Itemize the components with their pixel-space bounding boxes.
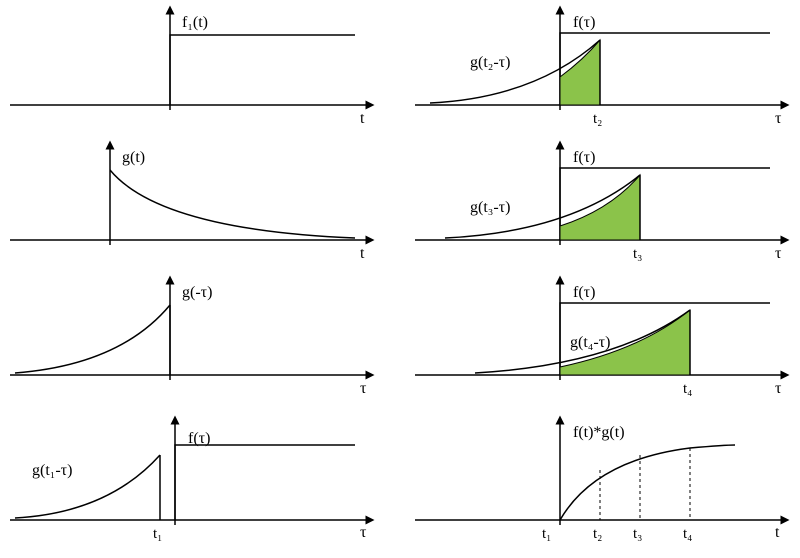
tick-R2: t₃ bbox=[633, 246, 642, 262]
tick-R3: t₄ bbox=[683, 381, 692, 397]
xlabel-R2: τ bbox=[775, 245, 782, 262]
panel-R1: f(τ) g(t₂-τ) t₂ τ bbox=[415, 10, 785, 127]
xlabel-R3: τ bbox=[775, 380, 782, 397]
curvelabel-R3: g(t₄-τ) bbox=[570, 334, 610, 351]
panel-R2: f(τ) g(t₃-τ) t₃ τ bbox=[415, 145, 785, 262]
curvelabel-L4: g(t₁-τ) bbox=[32, 462, 72, 479]
xlabel-L2: t bbox=[360, 245, 365, 262]
xlabel-L4: τ bbox=[360, 524, 367, 541]
tick-L4: t₁ bbox=[153, 526, 162, 542]
panel-L3: g(-τ) τ bbox=[10, 280, 370, 397]
tick-R4-1: t₂ bbox=[593, 526, 602, 542]
tick-R4-3: t₄ bbox=[683, 526, 692, 542]
xlabel-L3: τ bbox=[360, 380, 367, 397]
ylabel-L2: g(t) bbox=[122, 149, 145, 166]
xlabel-R1: τ bbox=[775, 110, 782, 127]
ylabel-R1: f(τ) bbox=[573, 14, 595, 31]
ylabel-R2: f(τ) bbox=[573, 149, 595, 166]
tick-R4-2: t₃ bbox=[633, 526, 642, 542]
tick-R4-0: t₁ bbox=[542, 526, 551, 542]
panel-L4: f(τ) g(t₁-τ) t₁ τ bbox=[10, 420, 370, 542]
ylabel-L3: g(-τ) bbox=[182, 284, 212, 301]
panel-R4: f(t)*g(t) t₁ t₂ t₃ t₄ t bbox=[415, 420, 785, 542]
panel-L2: g(t) t bbox=[10, 145, 370, 262]
ylabel-R3: f(τ) bbox=[573, 284, 595, 301]
xlabel-R4: t bbox=[775, 524, 780, 541]
ylabel-L4: f(τ) bbox=[188, 430, 210, 447]
ylabel-L1: f₁(t) bbox=[182, 14, 208, 31]
curvelabel-R1: g(t₂-τ) bbox=[470, 54, 510, 71]
tick-R1: t₂ bbox=[593, 111, 602, 127]
ylabel-R4: f(t)*g(t) bbox=[573, 424, 625, 441]
panel-L1: f₁(t) t bbox=[10, 10, 370, 127]
xlabel-L1: t bbox=[360, 110, 365, 127]
curvelabel-R2: g(t₃-τ) bbox=[470, 199, 510, 216]
panel-R3: f(τ) g(t₄-τ) t₄ τ bbox=[415, 280, 785, 397]
